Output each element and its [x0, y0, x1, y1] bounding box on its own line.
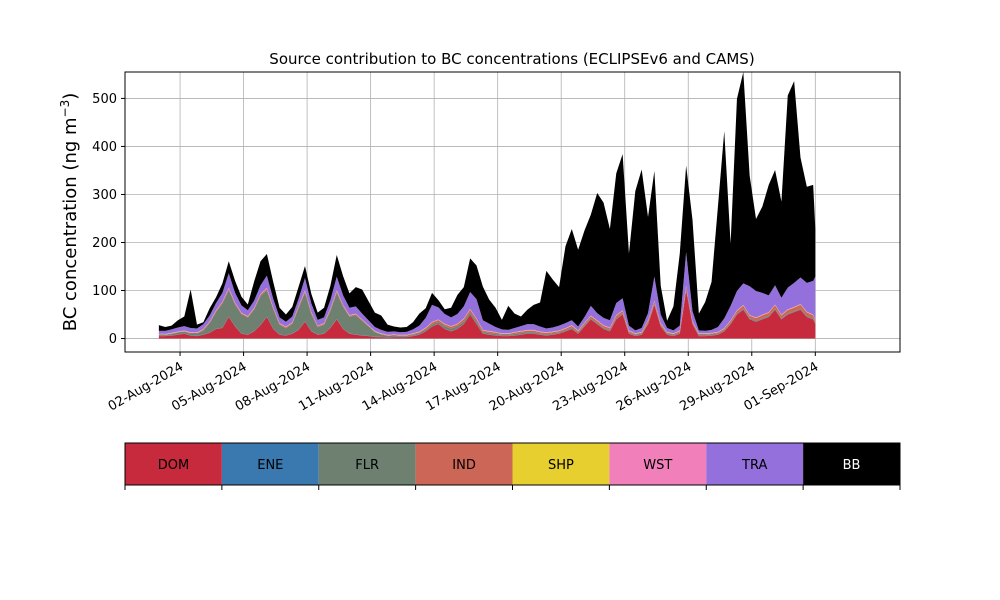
- y-tick-label: 0: [109, 332, 117, 347]
- legend-swatch-shp: [512, 443, 610, 485]
- legend-swatch-ind: [415, 443, 513, 485]
- y-tick-label: 300: [92, 188, 117, 203]
- y-tick-label: 200: [92, 236, 117, 251]
- legend-swatch-flr: [318, 443, 416, 485]
- chart-title: Source contribution to BC concentrations…: [269, 50, 754, 68]
- legend-swatch-ene: [221, 443, 319, 485]
- legend-label-dom: DOM: [158, 458, 189, 473]
- area-series-flr: [158, 289, 816, 338]
- y-tick-label: 400: [92, 140, 117, 155]
- legend-label-bb: BB: [843, 458, 861, 473]
- y-tick-label: 500: [92, 92, 117, 107]
- area-series-dom: [158, 290, 816, 339]
- legend-label-ene: ENE: [257, 458, 283, 473]
- y-axis-label-superscript: −3: [58, 100, 72, 118]
- y-axis-label-close: ): [60, 93, 81, 100]
- plot-frame: [124, 71, 901, 353]
- legend-swatch-wst: [609, 443, 707, 485]
- legend-label-flr: FLR: [355, 458, 379, 473]
- y-tick-label: 100: [92, 284, 117, 299]
- x-axis-ticks: 02-Aug-202405-Aug-202408-Aug-202411-Aug-…: [106, 352, 821, 415]
- area-series-bb: [158, 72, 816, 333]
- legend-swatch-dom: [125, 443, 222, 485]
- color-legend-bar: DOM ENE FLR IND SHP WST TRA BB: [124, 442, 901, 490]
- legend-swatch-bb: [803, 443, 900, 485]
- stacked-area-series: [158, 72, 816, 339]
- y-axis-ticks: 0 100 200 300 400 500: [92, 92, 125, 347]
- legend-label-tra: TRA: [741, 458, 767, 473]
- y-axis-label-main: BC concentration (ng m: [60, 117, 81, 331]
- area-series-tra: [158, 252, 816, 335]
- legend-swatch-tra: [706, 443, 804, 485]
- legend-label-shp: SHP: [548, 458, 574, 473]
- legend-label-ind: IND: [452, 458, 476, 473]
- y-axis-label: BC concentration (ng m−3): [58, 93, 81, 332]
- legend-label-wst: WST: [643, 458, 672, 473]
